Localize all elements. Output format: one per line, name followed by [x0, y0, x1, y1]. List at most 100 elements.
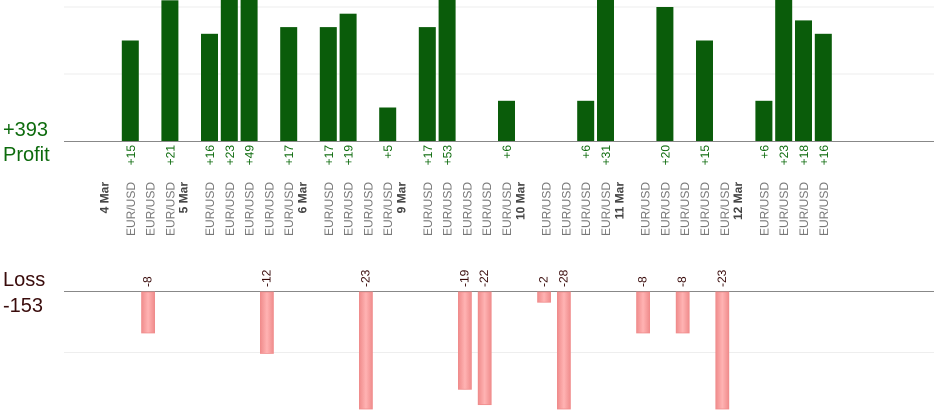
symbol-label: EUR/USD: [361, 182, 375, 236]
profit-value-label: +19: [342, 145, 356, 166]
date-label: 6 Mar: [296, 182, 310, 214]
symbol-label: EUR/USD: [421, 182, 435, 236]
symbol-label: EUR/USD: [777, 182, 791, 236]
loss-value-label: -8: [636, 276, 650, 287]
profit-bar: [438, 0, 456, 141]
symbol-label: EUR/USD: [599, 182, 613, 236]
profit-bar: [795, 20, 812, 141]
profit-bar: [814, 33, 832, 141]
symbol-label: EUR/USD: [658, 182, 672, 236]
profit-bar: [379, 107, 397, 141]
symbol-label: EUR/USD: [540, 182, 554, 236]
symbol-label: EUR/USD: [718, 182, 732, 236]
symbol-label: EUR/USD: [441, 182, 455, 236]
symbol-label: EUR/USD: [243, 182, 257, 236]
loss-bar: [477, 291, 492, 406]
profit-value-label: +23: [777, 145, 791, 166]
profit-bar: [319, 27, 337, 142]
loss-value-label: -12: [259, 269, 273, 287]
profit-value-label: +21: [163, 145, 177, 166]
profit-value-label: +23: [223, 145, 237, 166]
symbol-label: EUR/USD: [639, 182, 653, 236]
profit-bar: [775, 0, 793, 141]
date-label: 5 Mar: [177, 182, 191, 214]
symbol-label: EUR/USD: [381, 182, 395, 236]
symbol-label: EUR/USD: [322, 182, 336, 236]
symbol-label: EUR/USD: [757, 182, 771, 236]
profit-bar: [339, 13, 357, 142]
profit-value-label: +16: [203, 145, 217, 166]
symbol-label: EUR/USD: [460, 182, 474, 236]
date-label: 9 Mar: [395, 182, 409, 214]
loss-value-label: -8: [141, 276, 155, 287]
loss-bar: [141, 291, 156, 334]
loss-value-label: -22: [477, 269, 491, 287]
symbol-label: EUR/USD: [698, 182, 712, 236]
loss-bar: [259, 291, 274, 354]
symbol-label: EUR/USD: [124, 182, 138, 236]
date-label: 4 Mar: [98, 182, 112, 214]
symbol-label: EUR/USD: [797, 182, 811, 236]
date-label: 11 Mar: [612, 182, 626, 220]
loss-value-label: -23: [715, 269, 729, 287]
symbol-label: EUR/USD: [282, 182, 296, 236]
profit-value-label: +17: [421, 145, 435, 166]
symbol-label: EUR/USD: [817, 182, 831, 236]
profit-bar: [220, 0, 238, 141]
loss-bar: [715, 291, 730, 410]
symbol-label: EUR/USD: [144, 182, 158, 236]
profit-value-label: +6: [579, 145, 593, 159]
profit-value-label: +49: [243, 145, 257, 166]
profit-label: Profit: [3, 144, 50, 166]
profit-bar: [161, 0, 179, 141]
symbol-label: EUR/USD: [559, 182, 573, 236]
loss-bar: [358, 291, 373, 410]
loss-bar: [457, 291, 472, 390]
loss-value-label: -28: [556, 269, 570, 287]
profit-value-label: +15: [698, 145, 712, 166]
loss-bar: [675, 291, 690, 334]
profit-bar: [240, 0, 258, 141]
symbol-label: EUR/USD: [262, 182, 276, 236]
date-label: 10 Mar: [513, 182, 527, 220]
profit-total: +393: [3, 119, 49, 141]
loss-value-label: -8: [675, 276, 689, 287]
profit-bar: [498, 100, 515, 141]
profit-bar: [280, 27, 298, 142]
symbol-label: EUR/USD: [500, 182, 514, 236]
loss-value-label: -23: [358, 269, 372, 287]
symbol-label: EUR/USD: [223, 182, 237, 236]
loss-value-label: -2: [537, 276, 551, 287]
loss-value-label: -19: [457, 269, 471, 287]
profit-bar: [597, 0, 614, 141]
date-label: 12 Mar: [731, 182, 745, 220]
symbol-label: EUR/USD: [678, 182, 692, 236]
profit-value-label: +17: [322, 145, 336, 166]
loss-bar: [537, 291, 551, 303]
symbol-label: EUR/USD: [579, 182, 593, 236]
profit-value-label: +31: [599, 145, 613, 166]
loss-total: -153: [3, 295, 44, 317]
profit-bar: [696, 40, 713, 141]
profit-value-label: +15: [124, 145, 138, 166]
symbol-label: EUR/USD: [480, 182, 494, 236]
profit-bar: [201, 33, 218, 141]
profit-bar: [656, 7, 674, 141]
loss-bar: [636, 291, 650, 334]
loss-label: Loss: [3, 269, 46, 291]
profit-bar: [418, 27, 436, 142]
profit-value-label: +18: [797, 145, 811, 166]
profit-bar: [577, 100, 595, 141]
symbol-label: EUR/USD: [163, 182, 177, 236]
loss-bar: [557, 291, 571, 410]
profit-value-label: +6: [757, 145, 771, 159]
profit-value-label: +16: [817, 145, 831, 166]
profit-value-label: +20: [658, 145, 672, 166]
profit-value-label: +17: [282, 145, 296, 166]
symbol-label: EUR/USD: [342, 182, 356, 236]
profit-value-label: +6: [500, 145, 514, 159]
profit-value-label: +53: [441, 145, 455, 166]
profit-bar: [755, 100, 773, 141]
